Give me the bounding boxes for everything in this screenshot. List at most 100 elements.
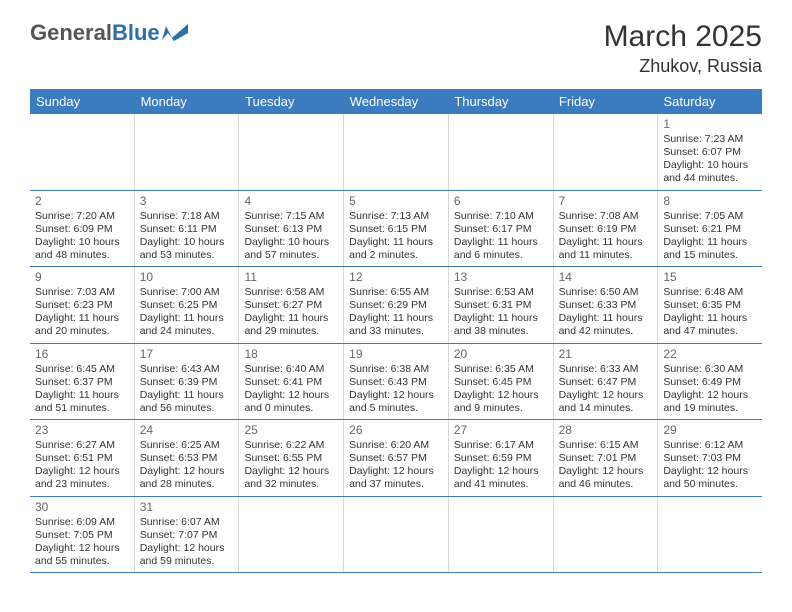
daylight-text: Daylight: 12 hours and 41 minutes.	[454, 465, 548, 491]
sunset-text: Sunset: 6:09 PM	[35, 223, 129, 236]
weekday-header-row: Sunday Monday Tuesday Wednesday Thursday…	[30, 89, 762, 114]
sunrise-text: Sunrise: 6:20 AM	[349, 439, 443, 452]
day-number: 21	[559, 347, 653, 362]
daylight-text: Daylight: 11 hours and 6 minutes.	[454, 236, 548, 262]
day-number: 4	[244, 194, 338, 209]
sunset-text: Sunset: 6:45 PM	[454, 376, 548, 389]
calendar-cell: 7Sunrise: 7:08 AMSunset: 6:19 PMDaylight…	[554, 191, 659, 267]
calendar-cell-empty	[658, 497, 762, 573]
sunset-text: Sunset: 6:31 PM	[454, 299, 548, 312]
sunset-text: Sunset: 6:53 PM	[140, 452, 234, 465]
sunset-text: Sunset: 6:27 PM	[244, 299, 338, 312]
day-number: 7	[559, 194, 653, 209]
day-number: 8	[663, 194, 757, 209]
sunrise-text: Sunrise: 7:08 AM	[559, 210, 653, 223]
day-number: 28	[559, 423, 653, 438]
daylight-text: Daylight: 11 hours and 29 minutes.	[244, 312, 338, 338]
day-number: 18	[244, 347, 338, 362]
calendar-cell: 4Sunrise: 7:15 AMSunset: 6:13 PMDaylight…	[239, 191, 344, 267]
daylight-text: Daylight: 11 hours and 33 minutes.	[349, 312, 443, 338]
day-number: 22	[663, 347, 757, 362]
sunrise-text: Sunrise: 6:25 AM	[140, 439, 234, 452]
daylight-text: Daylight: 10 hours and 57 minutes.	[244, 236, 338, 262]
calendar-cell: 6Sunrise: 7:10 AMSunset: 6:17 PMDaylight…	[449, 191, 554, 267]
day-number: 30	[35, 500, 129, 515]
weekday-header: Saturday	[657, 89, 762, 114]
calendar-cell: 28Sunrise: 6:15 AMSunset: 7:01 PMDayligh…	[554, 420, 659, 496]
calendar-cell-empty	[344, 497, 449, 573]
weekday-header: Sunday	[30, 89, 135, 114]
daylight-text: Daylight: 11 hours and 47 minutes.	[663, 312, 757, 338]
sunrise-text: Sunrise: 7:10 AM	[454, 210, 548, 223]
sunset-text: Sunset: 6:55 PM	[244, 452, 338, 465]
sunrise-text: Sunrise: 7:23 AM	[663, 133, 757, 146]
calendar-cell: 11Sunrise: 6:58 AMSunset: 6:27 PMDayligh…	[239, 267, 344, 343]
daylight-text: Daylight: 11 hours and 15 minutes.	[663, 236, 757, 262]
calendar-week: 30Sunrise: 6:09 AMSunset: 7:05 PMDayligh…	[30, 497, 762, 574]
day-number: 15	[663, 270, 757, 285]
daylight-text: Daylight: 12 hours and 9 minutes.	[454, 389, 548, 415]
calendar-cell: 8Sunrise: 7:05 AMSunset: 6:21 PMDaylight…	[658, 191, 762, 267]
daylight-text: Daylight: 11 hours and 51 minutes.	[35, 389, 129, 415]
sunset-text: Sunset: 6:49 PM	[663, 376, 757, 389]
logo: GeneralBlue	[30, 20, 188, 46]
daylight-text: Daylight: 12 hours and 59 minutes.	[140, 542, 234, 568]
logo-text-b: Blue	[112, 20, 160, 46]
daylight-text: Daylight: 10 hours and 48 minutes.	[35, 236, 129, 262]
calendar-cell-empty	[239, 114, 344, 190]
calendar-week: 16Sunrise: 6:45 AMSunset: 6:37 PMDayligh…	[30, 344, 762, 421]
calendar-cell-empty	[449, 497, 554, 573]
daylight-text: Daylight: 12 hours and 50 minutes.	[663, 465, 757, 491]
calendar-week: 23Sunrise: 6:27 AMSunset: 6:51 PMDayligh…	[30, 420, 762, 497]
sunset-text: Sunset: 6:57 PM	[349, 452, 443, 465]
weekday-header: Wednesday	[344, 89, 449, 114]
sunrise-text: Sunrise: 7:05 AM	[663, 210, 757, 223]
calendar-cell: 5Sunrise: 7:13 AMSunset: 6:15 PMDaylight…	[344, 191, 449, 267]
sunset-text: Sunset: 6:37 PM	[35, 376, 129, 389]
sunset-text: Sunset: 6:47 PM	[559, 376, 653, 389]
calendar-cell: 12Sunrise: 6:55 AMSunset: 6:29 PMDayligh…	[344, 267, 449, 343]
calendar-week: 9Sunrise: 7:03 AMSunset: 6:23 PMDaylight…	[30, 267, 762, 344]
day-number: 24	[140, 423, 234, 438]
calendar-cell: 30Sunrise: 6:09 AMSunset: 7:05 PMDayligh…	[30, 497, 135, 573]
sunset-text: Sunset: 6:29 PM	[349, 299, 443, 312]
sunset-text: Sunset: 6:19 PM	[559, 223, 653, 236]
sunrise-text: Sunrise: 6:33 AM	[559, 363, 653, 376]
day-number: 2	[35, 194, 129, 209]
sunrise-text: Sunrise: 6:40 AM	[244, 363, 338, 376]
daylight-text: Daylight: 12 hours and 37 minutes.	[349, 465, 443, 491]
sunset-text: Sunset: 6:07 PM	[663, 146, 757, 159]
daylight-text: Daylight: 12 hours and 19 minutes.	[663, 389, 757, 415]
sunset-text: Sunset: 6:51 PM	[35, 452, 129, 465]
calendar-cell: 31Sunrise: 6:07 AMSunset: 7:07 PMDayligh…	[135, 497, 240, 573]
daylight-text: Daylight: 12 hours and 46 minutes.	[559, 465, 653, 491]
sunset-text: Sunset: 7:05 PM	[35, 529, 129, 542]
logo-flag-icon	[162, 24, 188, 42]
calendar-cell: 14Sunrise: 6:50 AMSunset: 6:33 PMDayligh…	[554, 267, 659, 343]
logo-text-a: General	[30, 20, 112, 46]
calendar-week: 1Sunrise: 7:23 AMSunset: 6:07 PMDaylight…	[30, 114, 762, 191]
calendar-cell: 26Sunrise: 6:20 AMSunset: 6:57 PMDayligh…	[344, 420, 449, 496]
daylight-text: Daylight: 11 hours and 24 minutes.	[140, 312, 234, 338]
sunset-text: Sunset: 6:33 PM	[559, 299, 653, 312]
sunrise-text: Sunrise: 6:07 AM	[140, 516, 234, 529]
calendar-cell: 16Sunrise: 6:45 AMSunset: 6:37 PMDayligh…	[30, 344, 135, 420]
sunrise-text: Sunrise: 6:58 AM	[244, 286, 338, 299]
sunset-text: Sunset: 6:15 PM	[349, 223, 443, 236]
day-number: 12	[349, 270, 443, 285]
daylight-text: Daylight: 11 hours and 11 minutes.	[559, 236, 653, 262]
daylight-text: Daylight: 12 hours and 32 minutes.	[244, 465, 338, 491]
sunrise-text: Sunrise: 6:09 AM	[35, 516, 129, 529]
sunrise-text: Sunrise: 6:45 AM	[35, 363, 129, 376]
sunrise-text: Sunrise: 7:20 AM	[35, 210, 129, 223]
calendar-cell-empty	[554, 114, 659, 190]
sunset-text: Sunset: 6:59 PM	[454, 452, 548, 465]
daylight-text: Daylight: 12 hours and 55 minutes.	[35, 542, 129, 568]
day-number: 1	[663, 117, 757, 132]
daylight-text: Daylight: 10 hours and 53 minutes.	[140, 236, 234, 262]
month-title: March 2025	[604, 20, 762, 54]
sunset-text: Sunset: 7:07 PM	[140, 529, 234, 542]
daylight-text: Daylight: 11 hours and 38 minutes.	[454, 312, 548, 338]
title-block: March 2025 Zhukov, Russia	[604, 20, 762, 77]
calendar-body: 1Sunrise: 7:23 AMSunset: 6:07 PM Daylight…	[30, 114, 762, 573]
